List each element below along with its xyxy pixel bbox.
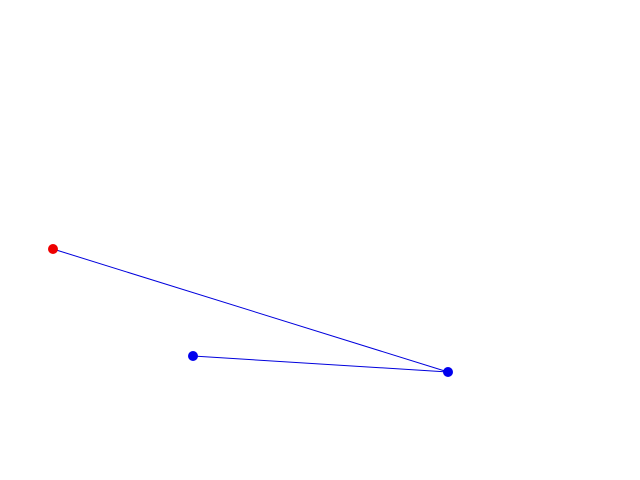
start-point[interactable] [48,244,58,254]
point[interactable] [443,367,453,377]
point[interactable] [188,351,198,361]
